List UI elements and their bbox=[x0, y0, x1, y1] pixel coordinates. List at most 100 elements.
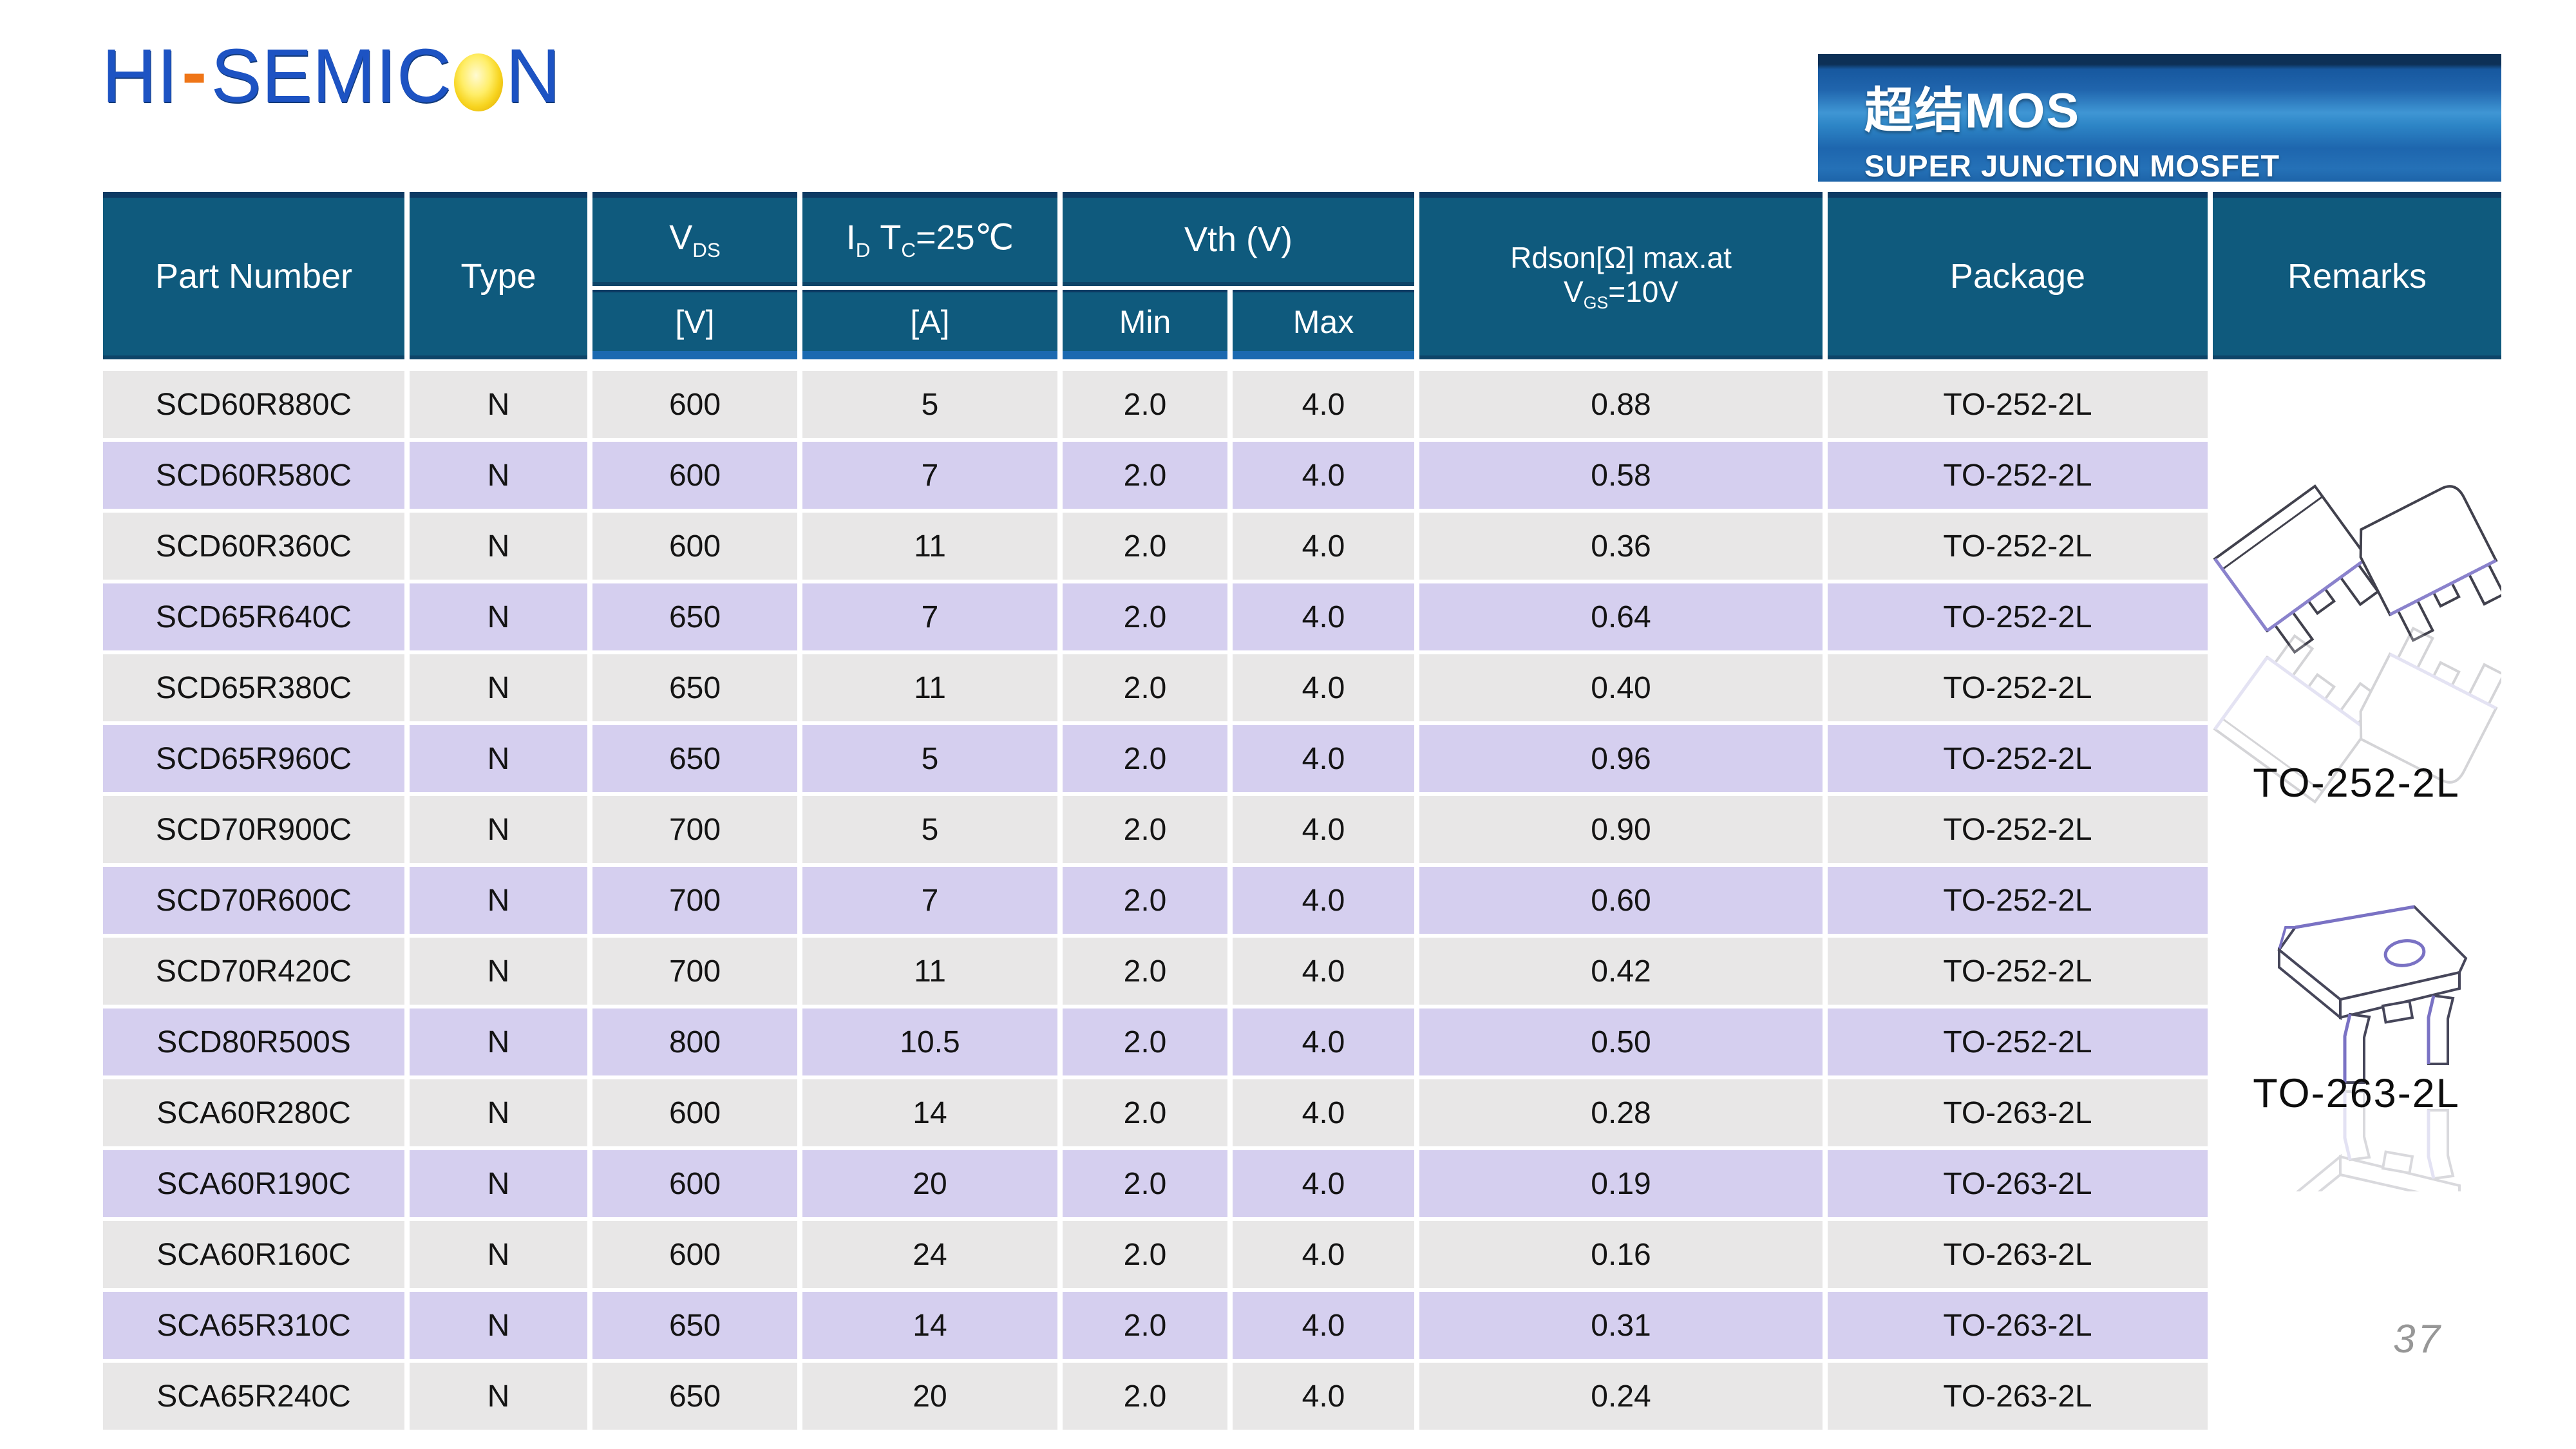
cell-part-number: SCD60R880C bbox=[103, 371, 404, 438]
cell-part-number: SCA60R190C bbox=[103, 1150, 404, 1217]
cell-vth-min: 2.0 bbox=[1063, 371, 1227, 438]
cell-vth-max: 4.0 bbox=[1233, 513, 1414, 580]
header-package: Package bbox=[1828, 192, 2208, 359]
cell-vth-max: 4.0 bbox=[1233, 1363, 1414, 1430]
cell-vth-max: 4.0 bbox=[1233, 442, 1414, 509]
cell-vth-max: 4.0 bbox=[1233, 867, 1414, 934]
cell-vth-min: 2.0 bbox=[1063, 938, 1227, 1005]
header-remarks: Remarks bbox=[2213, 192, 2501, 359]
cell-rdson: 0.60 bbox=[1419, 867, 1823, 934]
table-header: Part Number Type VDS ID TC=25℃ Vth (V) R… bbox=[103, 192, 2501, 359]
cell-id: 7 bbox=[802, 867, 1057, 934]
cell-vth-min: 2.0 bbox=[1063, 1221, 1227, 1288]
cell-type: N bbox=[410, 583, 587, 650]
cell-part-number: SCD65R960C bbox=[103, 725, 404, 792]
series-banner: 超结MOS SUPER JUNCTION MOSFET bbox=[1818, 54, 2501, 183]
header-vds: VDS bbox=[592, 192, 797, 286]
cell-id: 11 bbox=[802, 938, 1057, 1005]
hi-semicon-logo: HI - SEMIC N bbox=[102, 31, 560, 121]
cell-vth-min: 2.0 bbox=[1063, 583, 1227, 650]
cell-rdson: 0.64 bbox=[1419, 583, 1823, 650]
cell-type: N bbox=[410, 938, 587, 1005]
cell-package: TO-263-2L bbox=[1828, 1079, 2208, 1146]
cell-id: 7 bbox=[802, 583, 1057, 650]
subheader-vth-min: Min bbox=[1063, 290, 1227, 359]
cell-type: N bbox=[410, 1150, 587, 1217]
cell-package: TO-263-2L bbox=[1828, 1150, 2208, 1217]
table-body: SCD60R880C N 600 5 2.0 4.0 0.88 TO-252-2… bbox=[103, 371, 2208, 1430]
cell-vth-max: 4.0 bbox=[1233, 371, 1414, 438]
cell-type: N bbox=[410, 654, 587, 721]
cell-vds: 650 bbox=[592, 654, 797, 721]
cell-vth-min: 2.0 bbox=[1063, 796, 1227, 863]
cell-vth-max: 4.0 bbox=[1233, 1009, 1414, 1075]
cell-id: 14 bbox=[802, 1292, 1057, 1359]
cell-package: TO-263-2L bbox=[1828, 1221, 2208, 1288]
cell-rdson: 0.88 bbox=[1419, 371, 1823, 438]
cell-part-number: SCD70R600C bbox=[103, 867, 404, 934]
cell-type: N bbox=[410, 1292, 587, 1359]
cell-vth-min: 2.0 bbox=[1063, 442, 1227, 509]
cell-id: 11 bbox=[802, 513, 1057, 580]
cell-id: 5 bbox=[802, 796, 1057, 863]
cell-part-number: SCD65R380C bbox=[103, 654, 404, 721]
cell-part-number: SCD70R420C bbox=[103, 938, 404, 1005]
cell-type: N bbox=[410, 725, 587, 792]
cell-package: TO-252-2L bbox=[1828, 867, 2208, 934]
cell-vds: 650 bbox=[592, 1292, 797, 1359]
cell-type: N bbox=[410, 1009, 587, 1075]
cell-vds: 600 bbox=[592, 513, 797, 580]
cell-part-number: SCA60R160C bbox=[103, 1221, 404, 1288]
header-id-tc: ID TC=25℃ bbox=[802, 192, 1057, 286]
cell-rdson: 0.58 bbox=[1419, 442, 1823, 509]
cell-vth-max: 4.0 bbox=[1233, 1221, 1414, 1288]
logo-text-hi: HI bbox=[102, 33, 178, 118]
cell-id: 7 bbox=[802, 442, 1057, 509]
package2-label: TO-263-2L bbox=[2253, 1071, 2460, 1116]
to-252-package-drawing-icon bbox=[2211, 431, 2501, 811]
cell-vds: 600 bbox=[592, 1150, 797, 1217]
cell-package: TO-252-2L bbox=[1828, 654, 2208, 721]
cell-rdson: 0.28 bbox=[1419, 1079, 1823, 1146]
cell-type: N bbox=[410, 1079, 587, 1146]
header-part-number: Part Number bbox=[103, 192, 404, 359]
cell-vth-min: 2.0 bbox=[1063, 1009, 1227, 1075]
logo-text-n: N bbox=[506, 33, 561, 118]
cell-vth-min: 2.0 bbox=[1063, 725, 1227, 792]
banner-title-cn: 超结MOS bbox=[1864, 84, 2081, 138]
cell-type: N bbox=[410, 1363, 587, 1430]
cell-vds: 800 bbox=[592, 1009, 797, 1075]
subheader-vds-unit: [V] bbox=[592, 290, 797, 359]
cell-part-number: SCD60R360C bbox=[103, 513, 404, 580]
sun-ball-icon bbox=[454, 53, 504, 111]
cell-part-number: SCD65R640C bbox=[103, 583, 404, 650]
cell-id: 10.5 bbox=[802, 1009, 1057, 1075]
cell-rdson: 0.40 bbox=[1419, 654, 1823, 721]
cell-rdson: 0.24 bbox=[1419, 1363, 1823, 1430]
cell-vds: 700 bbox=[592, 938, 797, 1005]
cell-id: 20 bbox=[802, 1363, 1057, 1430]
cell-vds: 650 bbox=[592, 725, 797, 792]
cell-package: TO-252-2L bbox=[1828, 513, 2208, 580]
cell-vth-min: 2.0 bbox=[1063, 513, 1227, 580]
banner-subtitle: SUPER JUNCTION MOSFET bbox=[1864, 149, 2280, 183]
cell-vth-min: 2.0 bbox=[1063, 1292, 1227, 1359]
cell-package: TO-263-2L bbox=[1828, 1363, 2208, 1430]
cell-rdson: 0.90 bbox=[1419, 796, 1823, 863]
package1-label: TO-252-2L bbox=[2253, 761, 2460, 806]
cell-vth-min: 2.0 bbox=[1063, 1150, 1227, 1217]
cell-vth-max: 4.0 bbox=[1233, 938, 1414, 1005]
cell-id: 20 bbox=[802, 1150, 1057, 1217]
cell-vth-max: 4.0 bbox=[1233, 1150, 1414, 1217]
cell-part-number: SCA65R240C bbox=[103, 1363, 404, 1430]
cell-type: N bbox=[410, 442, 587, 509]
cell-rdson: 0.31 bbox=[1419, 1292, 1823, 1359]
cell-package: TO-252-2L bbox=[1828, 796, 2208, 863]
cell-vth-max: 4.0 bbox=[1233, 1292, 1414, 1359]
cell-vth-max: 4.0 bbox=[1233, 725, 1414, 792]
cell-part-number: SCA65R310C bbox=[103, 1292, 404, 1359]
header-vth: Vth (V) bbox=[1063, 192, 1414, 286]
cell-vth-min: 2.0 bbox=[1063, 654, 1227, 721]
subheader-id-unit: [A] bbox=[802, 290, 1057, 359]
cell-rdson: 0.50 bbox=[1419, 1009, 1823, 1075]
